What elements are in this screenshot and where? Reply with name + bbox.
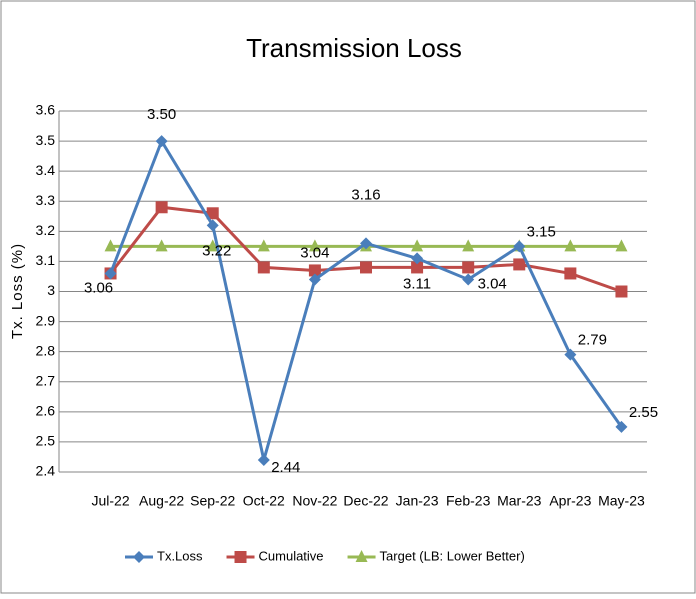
marker — [257, 261, 270, 274]
marker — [411, 261, 424, 274]
marker — [615, 285, 628, 298]
marker — [360, 261, 372, 274]
x-tick-label: Aug-22 — [139, 493, 184, 509]
legend-marker — [355, 550, 368, 562]
y-tick-label: 3.3 — [36, 192, 56, 208]
data-label: 3.16 — [351, 186, 380, 203]
x-tick-label: Sep-22 — [190, 493, 235, 509]
y-tick-label: 2.4 — [36, 463, 56, 479]
x-tick-label: Oct-22 — [243, 493, 285, 509]
marker — [104, 239, 117, 252]
y-tick-label: 3.1 — [36, 252, 56, 268]
x-tick-label: Apr-23 — [549, 493, 591, 509]
data-label: 2.55 — [629, 404, 658, 421]
x-tick-label: Jan-23 — [396, 493, 439, 509]
marker — [206, 219, 219, 232]
marker — [462, 239, 475, 252]
legend-label: Cumulative — [259, 548, 324, 563]
marker — [513, 258, 526, 271]
legend-marker — [234, 551, 247, 563]
marker — [513, 240, 526, 253]
y-tick-label: 3 — [47, 282, 55, 298]
marker — [104, 267, 117, 280]
marker — [615, 239, 628, 252]
marker — [564, 348, 577, 361]
x-tick-label: Nov-22 — [292, 493, 337, 509]
y-tick-label: 3.5 — [36, 132, 56, 148]
y-tick-label: 2.9 — [36, 312, 56, 328]
marker — [155, 201, 168, 214]
y-tick-label: 2.8 — [36, 342, 56, 358]
legend-label: Target (LB: Lower Better) — [380, 548, 525, 563]
data-label: 2.79 — [578, 332, 607, 349]
data-label: 3.04 — [478, 275, 507, 292]
marker — [411, 252, 424, 265]
marker — [155, 239, 168, 252]
x-tick-label: Jul-22 — [91, 493, 129, 509]
legend-label: Tx.Loss — [157, 548, 203, 563]
data-label: 3.04 — [300, 244, 329, 261]
chart-title: Transmission Loss — [246, 33, 462, 63]
y-axis-label: Tx. Loss (%) — [9, 243, 26, 339]
marker — [257, 239, 270, 252]
y-tick-label: 3.2 — [36, 222, 56, 238]
marker — [462, 273, 475, 286]
data-label: 3.50 — [147, 106, 176, 123]
y-tick-label: 3.4 — [36, 162, 56, 178]
data-label: 3.11 — [403, 275, 431, 292]
marker — [564, 267, 577, 280]
x-tick-label: Mar-23 — [497, 493, 542, 509]
x-tick-label: Feb-23 — [446, 493, 491, 509]
marker — [257, 453, 270, 466]
data-label: 3.15 — [527, 223, 556, 240]
data-label: 3.06 — [84, 279, 113, 296]
marker — [308, 239, 321, 252]
marker — [155, 135, 168, 148]
marker — [206, 207, 219, 220]
x-tick-label: May-23 — [598, 493, 645, 509]
marker — [308, 264, 321, 277]
marker — [308, 273, 321, 286]
y-tick-label: 2.7 — [36, 372, 56, 388]
marker — [564, 239, 577, 252]
y-tick-label: 3.6 — [36, 102, 56, 118]
x-tick-label: Dec-22 — [343, 493, 388, 509]
marker — [206, 239, 219, 252]
marker — [360, 237, 372, 250]
marker — [615, 420, 628, 433]
legend-marker — [133, 551, 145, 563]
data-label: 2.44 — [271, 459, 300, 476]
marker — [462, 261, 475, 274]
data-label: 3.22 — [202, 242, 231, 259]
y-tick-label: 2.5 — [36, 433, 56, 449]
y-tick-label: 2.6 — [36, 403, 56, 419]
marker — [411, 239, 424, 252]
